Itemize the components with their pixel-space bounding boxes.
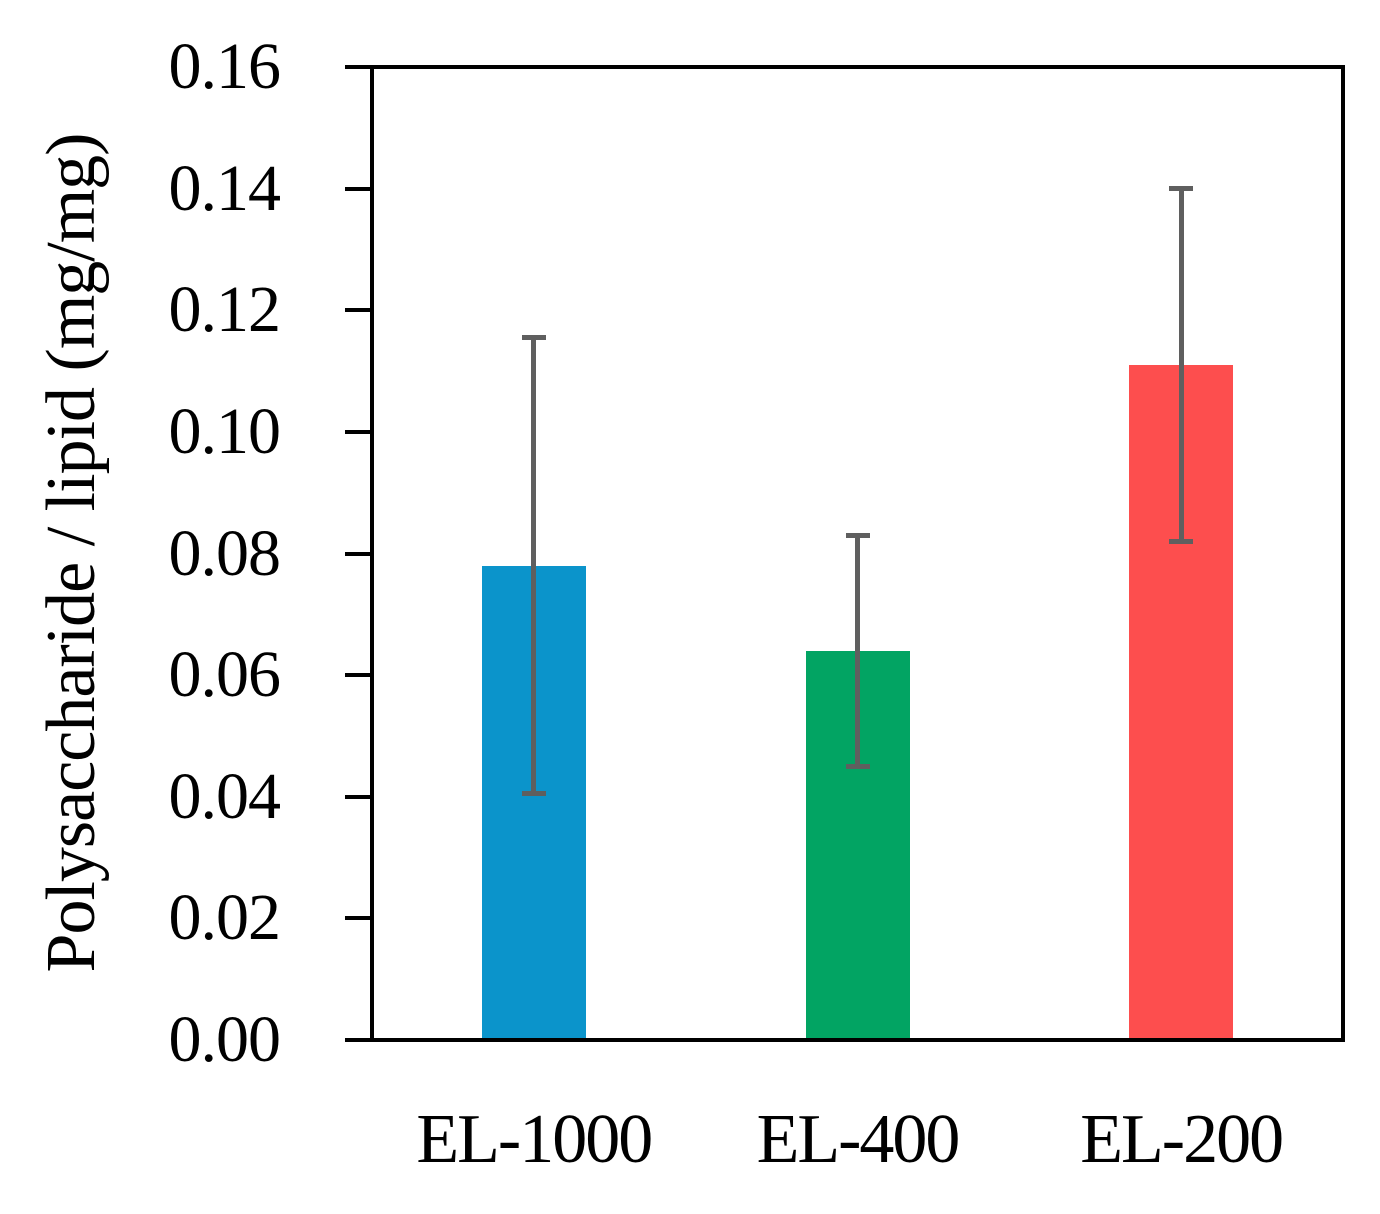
y-axis-tick bbox=[345, 673, 372, 678]
y-axis-tick bbox=[345, 916, 372, 921]
y-tick-label: 0.16 bbox=[168, 30, 282, 103]
y-tick-label: 0.12 bbox=[168, 273, 282, 347]
y-axis-tick bbox=[345, 429, 372, 434]
y-tick-label: 0.14 bbox=[168, 151, 282, 225]
error-bar-cap-bottom bbox=[1169, 538, 1194, 544]
y-axis-tick bbox=[345, 794, 372, 799]
x-category-label-el-400: EL-400 bbox=[756, 1101, 961, 1178]
y-axis-tick bbox=[345, 551, 372, 556]
y-tick-label: 0.02 bbox=[168, 881, 282, 955]
y-tick-label: 0.04 bbox=[168, 759, 282, 833]
y-tick-label: 0.08 bbox=[168, 516, 282, 590]
y-tick-label: 0.10 bbox=[168, 394, 282, 468]
x-category-label-el-200: EL-200 bbox=[1080, 1101, 1284, 1178]
y-axis-tick bbox=[345, 186, 372, 191]
error-bar-line bbox=[531, 337, 537, 794]
y-axis-tick bbox=[345, 1038, 372, 1042]
error-bar-line bbox=[1178, 188, 1184, 542]
error-bar-line bbox=[855, 535, 860, 767]
y-axis-tick bbox=[345, 65, 372, 69]
error-bar-cap-top bbox=[521, 335, 546, 341]
y-tick-label: 0.00 bbox=[168, 1003, 282, 1076]
error-bar-cap-top bbox=[845, 532, 870, 538]
error-bar-cap-bottom bbox=[521, 791, 546, 797]
error-bar-cap-bottom bbox=[845, 763, 870, 769]
y-tick-label: 0.06 bbox=[168, 638, 282, 712]
y-axis-tick bbox=[345, 308, 372, 313]
x-category-label-el-1000: EL-1000 bbox=[416, 1101, 653, 1178]
error-bar-cap-top bbox=[1169, 186, 1194, 192]
